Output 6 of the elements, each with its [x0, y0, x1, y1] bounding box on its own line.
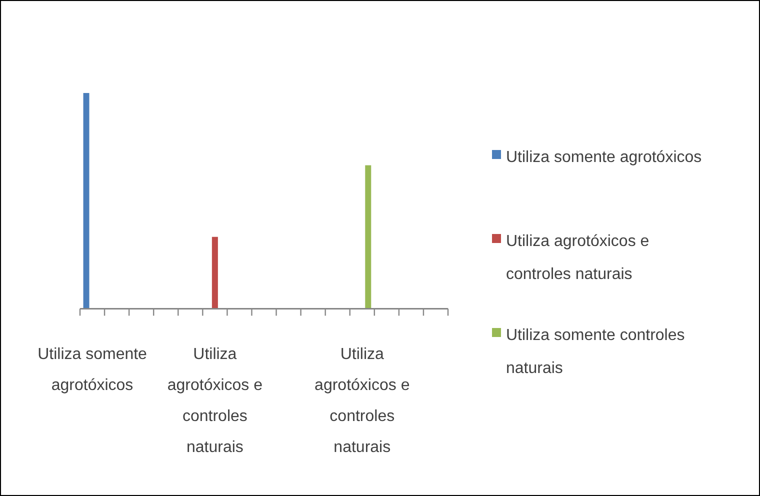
legend-label: Utiliza somente agrotóxicos [506, 149, 702, 166]
legend-label: Utiliza agrotóxicos e controles naturais [506, 233, 650, 284]
x-tick-label: Utiliza agrotóxicos e controles naturais [314, 346, 410, 456]
legend-label: Utiliza somente controles naturais [506, 327, 685, 378]
x-tick-label: Utiliza agrotóxicos e controles naturais [167, 346, 263, 456]
x-tick-label: Utiliza somente agrotóxicos [38, 346, 148, 394]
